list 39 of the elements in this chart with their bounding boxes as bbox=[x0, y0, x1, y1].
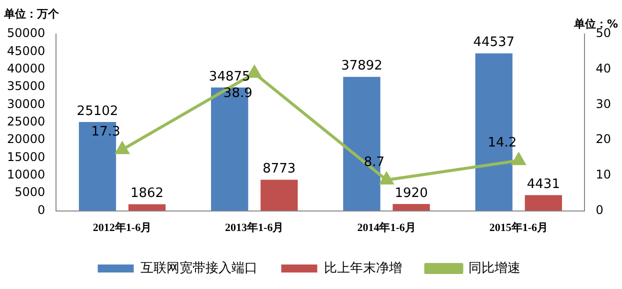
point bbox=[116, 142, 129, 154]
legend-label: 互联网宽带接入端口 bbox=[140, 260, 258, 276]
y-tick-label: 30000 bbox=[6, 96, 46, 111]
y2-tick-label: 20 bbox=[596, 132, 612, 146]
x-tick-label: 2015年1-6月 bbox=[489, 221, 548, 234]
y-tick-label: 15000 bbox=[6, 150, 46, 164]
point bbox=[512, 153, 526, 166]
y-tick-label: 45000 bbox=[6, 44, 46, 58]
y2-tick-label: 40 bbox=[596, 61, 612, 76]
y-tick-label: 0 bbox=[38, 202, 46, 217]
bar bbox=[260, 180, 298, 211]
y-tick-label: 5000 bbox=[14, 185, 46, 200]
bar bbox=[392, 204, 430, 211]
x-tick-label: 2013年1-6月 bbox=[225, 221, 284, 234]
data-label: 25102 bbox=[76, 104, 118, 119]
data-label: 4431 bbox=[526, 177, 560, 192]
bar bbox=[128, 204, 166, 211]
y-axis-title: 单位：万个 bbox=[3, 7, 60, 20]
data-label: 37892 bbox=[341, 58, 382, 74]
legend-label: 同比增速 bbox=[468, 260, 520, 276]
data-label: 8773 bbox=[262, 162, 296, 177]
data-label: 44537 bbox=[473, 35, 515, 50]
point bbox=[380, 172, 394, 185]
y-tick-label: 50000 bbox=[6, 26, 46, 40]
bar bbox=[524, 195, 562, 211]
y-tick-label: 35000 bbox=[6, 79, 46, 94]
y2-tick-label: 10 bbox=[596, 168, 612, 182]
point bbox=[248, 66, 262, 78]
y-tick-label: 20000 bbox=[6, 132, 46, 146]
legend-label: 比上年末净增 bbox=[324, 260, 402, 276]
data-label: 1862 bbox=[130, 186, 164, 202]
x-tick-label: 2014年1-6月 bbox=[357, 221, 416, 234]
y-tick-label: 25000 bbox=[6, 114, 46, 129]
y2-tick-label: 0 bbox=[596, 202, 604, 217]
y-tick-label: 10000 bbox=[6, 168, 46, 182]
data-label: 1920 bbox=[394, 186, 428, 201]
y2-tick-label: 30 bbox=[596, 96, 612, 111]
x-tick-label: 2012年1-6月 bbox=[92, 221, 152, 234]
y-tick-label: 40000 bbox=[6, 61, 46, 76]
